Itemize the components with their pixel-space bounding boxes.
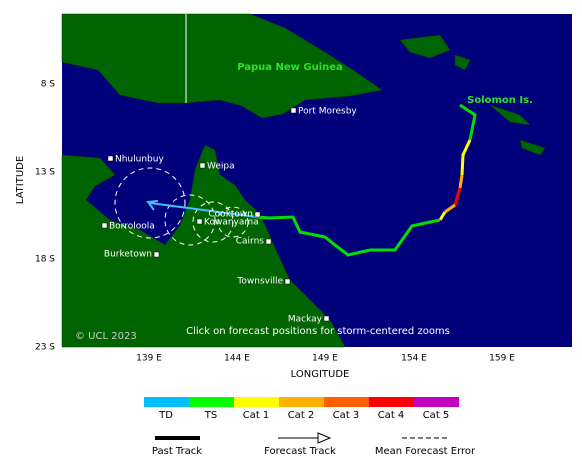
place-label: Weipa [207, 162, 235, 172]
forecast-track [146, 200, 258, 218]
place-markers [101, 107, 330, 322]
y-axis-label: LATITUDE [15, 156, 26, 204]
place-label: Mackay [288, 315, 323, 325]
copyright: © UCL 2023 [75, 331, 137, 342]
lon-tick: 149 E [312, 354, 338, 364]
legend-label: Forecast Track [264, 446, 336, 457]
lon-tick: 139 E [136, 354, 162, 364]
lon-tick: 144 E [224, 354, 250, 364]
intensity-scale [144, 397, 459, 407]
place-label: Nhulunbuy [115, 155, 164, 165]
error-circles [114, 167, 249, 246]
region-label: Papua New Guinea [237, 62, 343, 73]
legend-label: Cat 2 [288, 410, 315, 421]
place-label: Townsville [236, 277, 283, 287]
legend-label: TS [204, 410, 217, 421]
lat-tick: 13 S [35, 168, 55, 178]
track [256, 103, 477, 257]
legend-label: Mean Forecast Error [375, 446, 476, 457]
legend-label: Past Track [152, 446, 202, 457]
lat-tick: 18 S [35, 255, 55, 265]
place-label: Burketown [104, 250, 152, 260]
lat-tick: 8 S [41, 80, 56, 90]
place-label: Port Moresby [298, 107, 357, 117]
place-label: Borroloola [109, 222, 155, 232]
lon-tick: 154 E [401, 354, 427, 364]
place-label: Cooktown [208, 210, 253, 220]
place-label: Cairns [236, 237, 265, 247]
legend-label: Cat 1 [243, 410, 270, 421]
note: Click on forecast positions for storm-ce… [186, 326, 450, 337]
legend-label: Cat 5 [423, 410, 450, 421]
lon-tick: 159 E [489, 354, 515, 364]
x-axis-label: LONGITUDE [291, 369, 350, 380]
legend-label: TD [158, 410, 173, 421]
place-label: Kowanyama [204, 218, 259, 228]
legend-label: Cat 4 [378, 410, 405, 421]
land [61, 13, 546, 348]
region-label: Solomon Is. [467, 95, 533, 106]
legend-label: Cat 3 [333, 410, 360, 421]
lat-tick: 23 S [35, 343, 55, 353]
legend-forecast-arrow [278, 432, 332, 444]
